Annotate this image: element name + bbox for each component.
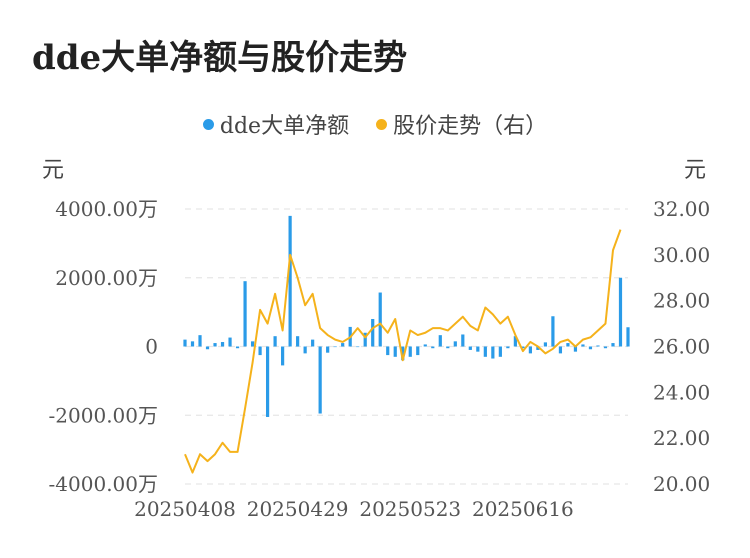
bar: [378, 292, 382, 347]
bar: [386, 346, 390, 356]
bar: [573, 346, 578, 352]
bar: [551, 316, 555, 347]
x-tick-label: 20250616: [472, 497, 574, 521]
bar: [333, 346, 337, 348]
left-unit-label: 元: [42, 158, 64, 183]
left-axis: 4000.00万 2000.00万 0 -2000.00万 -4000.00万 元: [42, 158, 158, 496]
bar: [476, 346, 480, 352]
x-axis: 20250408 20250429 20250523 20250616: [134, 497, 574, 521]
bar: [498, 346, 502, 357]
x-tick-label: 20250408: [134, 497, 236, 521]
x-tick-label: 20250523: [359, 497, 461, 521]
bar: [528, 346, 532, 354]
bar: [250, 341, 255, 347]
bar: [618, 277, 623, 347]
bar: [461, 334, 465, 347]
bar: [603, 346, 608, 349]
bar: [363, 332, 367, 347]
right-axis: 32.00 30.00 28.00 26.00 24.00 22.00 20.00 元: [653, 158, 710, 496]
bar: [326, 346, 330, 353]
bar: [243, 281, 247, 347]
legend-item-price[interactable]: 股价走势（右）: [376, 108, 547, 140]
bar: [566, 343, 570, 347]
bar: [265, 346, 270, 417]
left-tick-label: 0: [145, 335, 158, 359]
left-tick-label: 4000.00万: [55, 197, 158, 221]
line-series-price: [184, 229, 622, 474]
left-tick-label: -2000.00万: [49, 403, 158, 427]
bar-series-dde: [183, 215, 630, 417]
right-tick-label: 24.00: [653, 380, 710, 404]
price-line: [184, 229, 622, 474]
bar: [183, 339, 187, 347]
bar: [408, 346, 412, 357]
bar: [235, 346, 240, 349]
legend-dot-price: [376, 119, 388, 130]
bar: [205, 346, 210, 350]
bar: [588, 346, 593, 350]
bar: [483, 346, 487, 357]
bar: [446, 346, 450, 349]
grid-lines: [185, 208, 628, 485]
bar: [521, 346, 525, 349]
right-tick-label: 22.00: [653, 426, 710, 450]
bar: [543, 342, 548, 347]
legend-dot-dde: [202, 119, 214, 130]
bar: [468, 346, 472, 350]
right-tick-label: 32.00: [653, 197, 710, 221]
bar: [558, 346, 563, 354]
bar: [213, 343, 217, 347]
bar: [288, 215, 292, 347]
bar: [273, 336, 277, 347]
bar: [318, 346, 322, 414]
bar: [596, 345, 600, 347]
x-tick-label: 20250429: [247, 497, 349, 521]
bar: [190, 341, 195, 347]
legend-label-price: 股价走势（右）: [393, 114, 548, 139]
left-tick-label: -4000.00万: [49, 472, 158, 496]
bar: [401, 346, 405, 361]
legend-item-dde[interactable]: dde大单净额: [202, 108, 350, 140]
bar: [431, 346, 435, 349]
bar: [228, 337, 232, 347]
bar: [341, 343, 345, 347]
right-tick-label: 26.00: [653, 335, 710, 359]
bar: [506, 346, 510, 349]
legend-label-dde: dde大单净额: [219, 114, 350, 139]
right-tick-label: 20.00: [653, 472, 710, 496]
bar: [281, 346, 285, 366]
bar: [438, 335, 442, 347]
legend: dde大单净额 股价走势（右）: [0, 108, 750, 140]
bar: [296, 336, 300, 347]
bar: [356, 346, 360, 348]
chart-title: dde大单净额与股价走势: [32, 38, 408, 78]
bar: [626, 327, 630, 347]
right-tick-label: 30.00: [653, 243, 710, 267]
bar: [348, 326, 352, 347]
bar: [393, 346, 397, 357]
bar: [491, 346, 495, 359]
bar: [536, 346, 540, 350]
bar: [198, 335, 202, 347]
right-unit-label: 元: [684, 158, 706, 183]
bar: [371, 319, 375, 347]
bar: [311, 339, 315, 347]
left-tick-label: 2000.00万: [55, 266, 158, 290]
bar: [453, 341, 457, 347]
bar: [303, 346, 307, 354]
bar: [611, 343, 615, 347]
bar: [220, 342, 225, 347]
bar: [423, 344, 427, 347]
bar: [581, 344, 585, 347]
bar: [513, 336, 517, 347]
bar: [416, 346, 420, 356]
right-tick-label: 28.00: [653, 289, 710, 313]
bar: [258, 346, 262, 356]
